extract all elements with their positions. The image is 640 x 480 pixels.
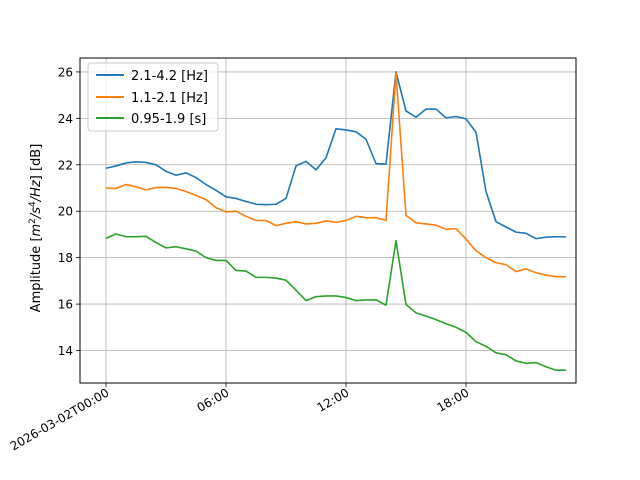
y-tick-label: 14	[58, 344, 73, 358]
y-tick-label: 22	[58, 158, 73, 172]
y-tick-label: 24	[58, 112, 73, 126]
legend-box	[87, 62, 219, 132]
y-axis-label: Amplitude [m2/s4/Hz] [dB]	[28, 144, 44, 313]
legend-label-series-3: 0.95-1.9 [s]	[131, 112, 206, 127]
y-axis: 14 16 18 20 22 24 26	[58, 65, 80, 358]
series-layer	[105, 71, 566, 372]
y-tick-label: 26	[58, 65, 73, 79]
series-line-3	[105, 233, 566, 372]
legend-label-series-2: 1.1-2.1 [Hz]	[131, 91, 208, 106]
series-line-1	[105, 71, 566, 240]
y-tick-label: 18	[58, 251, 73, 265]
plot-frame	[79, 57, 577, 384]
series-line-2	[105, 72, 566, 278]
legend: 2.1-4.2 [Hz] 1.1-2.1 [Hz] 0.95-1.9 [s]	[87, 62, 219, 132]
y-tick-label: 20	[58, 205, 73, 219]
legend-label-series-1: 2.1-4.2 [Hz]	[131, 69, 208, 84]
y-tick-label: 16	[58, 298, 73, 312]
